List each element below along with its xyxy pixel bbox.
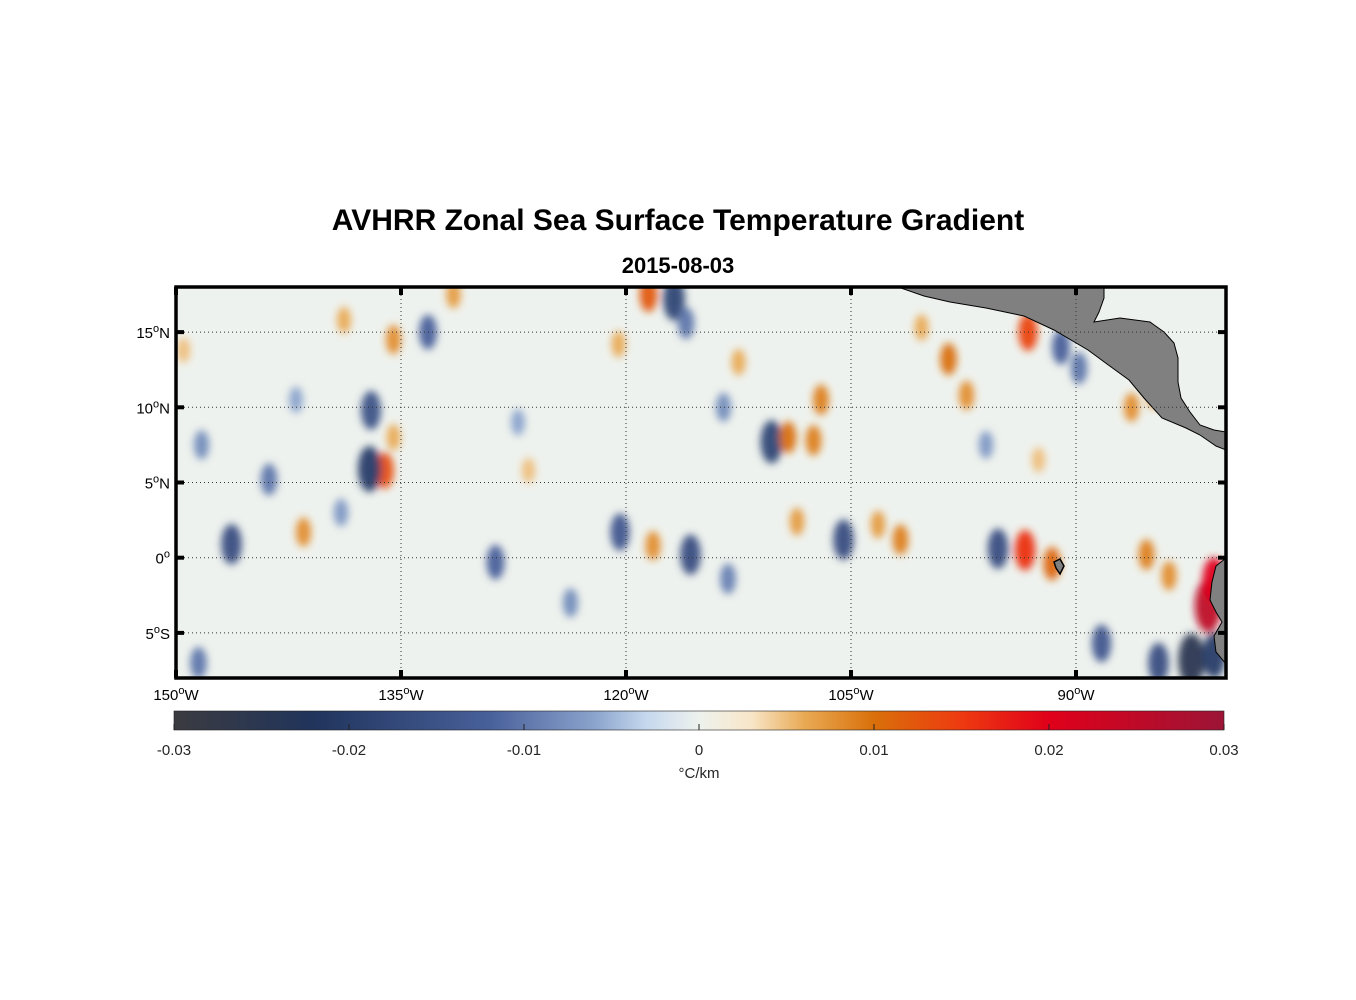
sst-anomaly (1070, 352, 1088, 385)
lon-label: 120oW (603, 685, 649, 704)
map-title: AVHRR Zonal Sea Surface Temperature Grad… (331, 204, 1025, 237)
sst-anomaly (511, 409, 525, 436)
lon-label: 135oW (378, 685, 424, 704)
colorbar-unit-label: °C/km (679, 765, 720, 782)
map-border (174, 285, 1228, 680)
sst-anomaly (176, 337, 191, 363)
sst-anomaly (333, 498, 349, 527)
colorbar-tick-label: 0.03 (1209, 742, 1238, 759)
graticule (176, 287, 1226, 678)
sst-anomaly (680, 534, 701, 575)
sst-anomaly (978, 431, 994, 459)
sst-anomaly (833, 519, 854, 560)
sst-anomaly (361, 390, 381, 430)
sst-anomaly (760, 420, 783, 464)
sst-anomaly (677, 307, 695, 340)
sst-anomaly (337, 306, 351, 334)
sst-anomaly (1014, 529, 1036, 571)
lon-label: 150oW (153, 685, 199, 704)
colorbar: -0.03 -0.02 -0.01 0 0.01 0.02 0.03 °C/km (157, 710, 1239, 782)
sst-anomaly (805, 425, 822, 456)
sst-anomaly (357, 445, 382, 492)
colorbar-tick-label: -0.02 (332, 742, 366, 759)
colorbar-ticks (173, 724, 1225, 730)
sst-anomaly (486, 544, 505, 580)
sst-anomaly (193, 430, 210, 460)
map-date: 2015-08-03 (621, 253, 735, 278)
colorbar-tick-labels: -0.03 -0.02 -0.01 0 0.01 0.02 0.03 (157, 742, 1239, 759)
sst-anomaly (295, 517, 312, 547)
sst-anomaly (645, 531, 661, 561)
sst-anomaly (260, 463, 278, 496)
sst-anomaly (1052, 329, 1070, 365)
sst-anomaly (446, 287, 461, 309)
sst-anomaly (1123, 392, 1140, 422)
lat-label: 0o (156, 549, 170, 568)
sst-anomaly (1148, 642, 1169, 678)
sst-anomaly (1091, 624, 1112, 663)
colorbar-tick-label: 0 (695, 742, 703, 759)
sst-anomaly (715, 392, 732, 422)
lon-label: 90oW (1058, 685, 1096, 704)
sst-anomaly (870, 510, 886, 539)
sst-anomaly (940, 343, 957, 376)
sst-anomaly (663, 287, 685, 321)
lat-label: 10oN (136, 398, 170, 417)
lat-label: 5oS (146, 624, 170, 643)
sst-anomaly (385, 325, 402, 355)
sst-anomaly (720, 563, 736, 595)
colorbar-tick-label: 0.02 (1034, 742, 1063, 759)
longitude-labels: 150oW 135oW 120oW 105oW 90oW (153, 685, 1095, 704)
sst-anomaly (987, 528, 1009, 569)
sst-anomaly (1031, 447, 1046, 473)
sst-anomaly (779, 421, 797, 454)
sst-anomaly (892, 524, 909, 555)
sst-anomaly (562, 588, 579, 618)
lat-label: 5oN (145, 474, 170, 493)
sst-anomaly (521, 457, 536, 483)
colorbar-tick-label: 0.01 (859, 742, 888, 759)
latitude-labels: 15oN 10oN 5oN 0o 5oS (136, 323, 170, 643)
sst-anomaly (611, 330, 626, 358)
sst-gradient-field (176, 287, 1226, 678)
land-galapagos (1053, 558, 1065, 576)
land-central-america (897, 287, 1226, 451)
lon-label: 105oW (828, 685, 874, 704)
sst-anomaly (190, 646, 207, 678)
colorbar-tick-label: -0.03 (157, 742, 191, 759)
sst-anomaly (1043, 547, 1061, 581)
sst-anomaly (731, 348, 746, 376)
map-area: 150oW 135oW 120oW 105oW 90oW 15oN 10oN 5oN 0o 5o… (136, 285, 1228, 704)
sst-anomaly (1178, 633, 1205, 678)
land-masses (897, 287, 1226, 665)
sst-anomaly (958, 380, 975, 410)
sst-anomaly (221, 523, 242, 565)
lat-label: 15oN (136, 323, 170, 342)
sst-anomaly (386, 424, 401, 451)
sst-anomaly (610, 513, 630, 551)
sst-anomaly (914, 314, 929, 341)
sst-anomaly (1161, 561, 1177, 591)
sst-anomaly (789, 507, 805, 536)
land-south-america (1209, 557, 1226, 665)
sst-anomaly (639, 287, 658, 312)
colorbar-tick-label: -0.01 (507, 742, 541, 759)
sst-anomaly (813, 384, 829, 416)
sst-anomaly (289, 386, 303, 413)
sst-anomaly (1138, 539, 1155, 570)
